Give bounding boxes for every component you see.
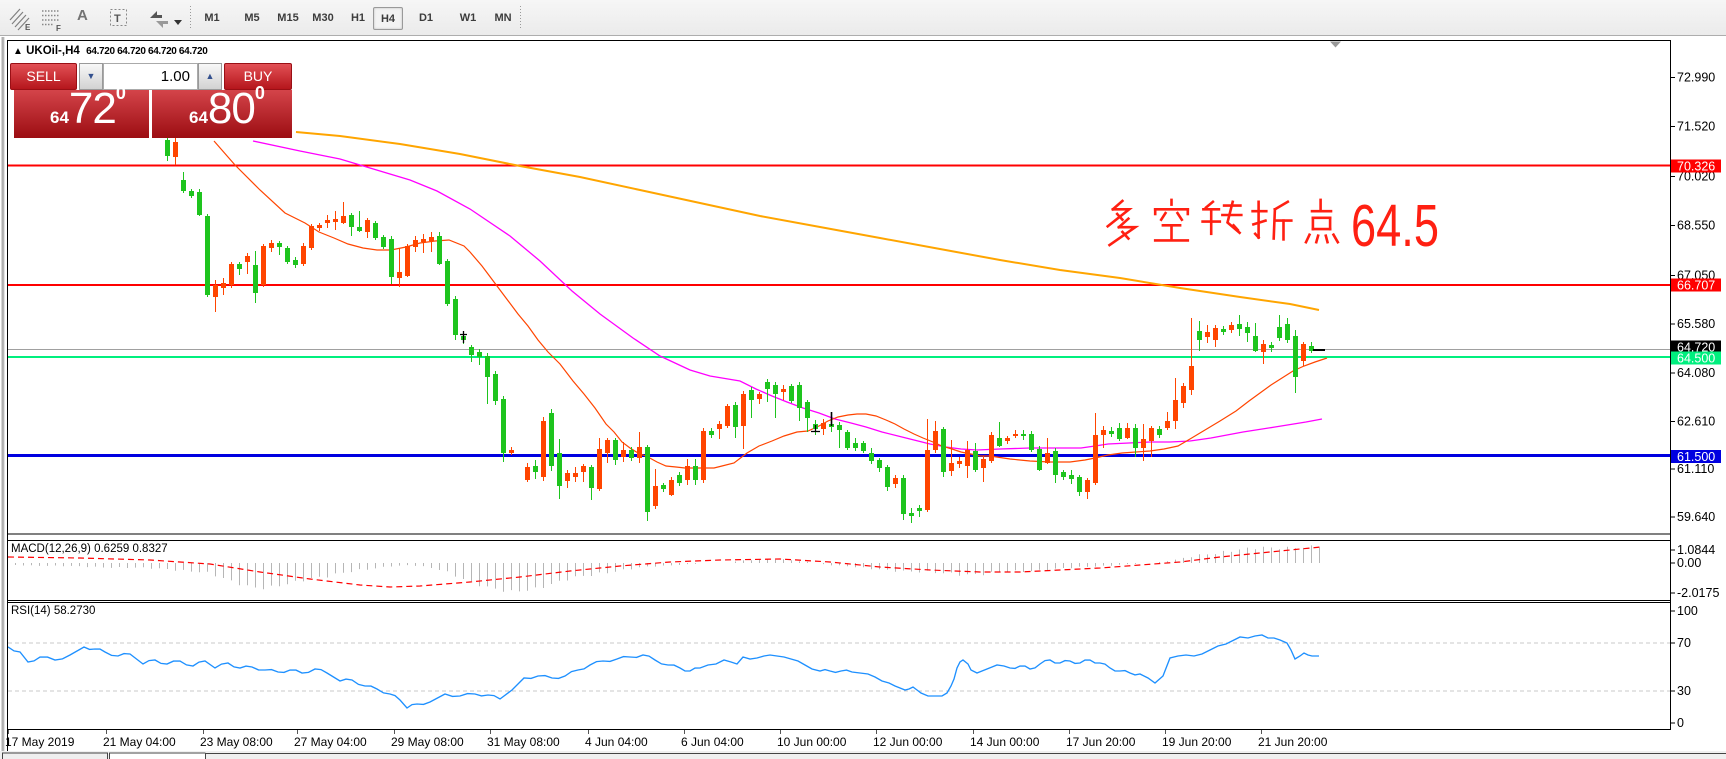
- svg-text:23 May 08:00: 23 May 08:00: [200, 735, 273, 749]
- svg-text:E: E: [25, 23, 31, 32]
- svg-text:27 May 04:00: 27 May 04:00: [294, 735, 367, 749]
- svg-text:F: F: [56, 24, 61, 32]
- svg-text:70.326: 70.326: [1677, 160, 1715, 174]
- svg-text:31 May 08:00: 31 May 08:00: [487, 735, 560, 749]
- svg-text:61.500: 61.500: [1677, 450, 1715, 464]
- svg-text:T: T: [114, 13, 121, 25]
- svg-text:12 Jun 00:00: 12 Jun 00:00: [873, 735, 943, 749]
- svg-text:19 Jun 20:00: 19 Jun 20:00: [1162, 735, 1232, 749]
- svg-text:59.640: 59.640: [1677, 510, 1715, 524]
- svg-text:RSI(14) 58.2730: RSI(14) 58.2730: [11, 605, 95, 617]
- svg-text:17 Jun 20:00: 17 Jun 20:00: [1066, 735, 1136, 749]
- svg-text:30: 30: [1677, 684, 1691, 698]
- svg-text:6 Jun 04:00: 6 Jun 04:00: [681, 735, 744, 749]
- svg-text:71.520: 71.520: [1677, 120, 1715, 134]
- svg-text:1.0844: 1.0844: [1677, 543, 1715, 557]
- svg-text:14 Jun 00:00: 14 Jun 00:00: [970, 735, 1040, 749]
- svg-text:10 Jun 00:00: 10 Jun 00:00: [777, 735, 847, 749]
- svg-text:21 Jun 20:00: 21 Jun 20:00: [1258, 735, 1328, 749]
- svg-text:-2.0175: -2.0175: [1677, 586, 1719, 600]
- svg-text:64.080: 64.080: [1677, 366, 1715, 380]
- svg-text:72.990: 72.990: [1677, 71, 1715, 85]
- svg-text:100: 100: [1677, 604, 1698, 618]
- svg-text:29 May 08:00: 29 May 08:00: [391, 735, 464, 749]
- svg-text:0: 0: [1677, 716, 1684, 730]
- svg-text:70.020: 70.020: [1677, 170, 1715, 184]
- svg-text:68.550: 68.550: [1677, 219, 1715, 233]
- svg-text:70: 70: [1677, 636, 1691, 650]
- svg-text:64.500: 64.500: [1677, 352, 1715, 366]
- svg-text:65.580: 65.580: [1677, 317, 1715, 331]
- svg-text:62.610: 62.610: [1677, 415, 1715, 429]
- svg-text:4 Jun 04:00: 4 Jun 04:00: [585, 735, 648, 749]
- svg-text:61.110: 61.110: [1677, 462, 1714, 476]
- svg-text:21 May 04:00: 21 May 04:00: [103, 735, 176, 749]
- svg-text:17 May 2019: 17 May 2019: [5, 735, 75, 749]
- svg-text:64.5: 64.5: [1351, 193, 1439, 259]
- svg-text:MACD(12,26,9) 0.6259 0.8327: MACD(12,26,9) 0.6259 0.8327: [11, 543, 168, 555]
- svg-text:64.720: 64.720: [1677, 341, 1715, 355]
- svg-text:0.00: 0.00: [1677, 556, 1701, 570]
- svg-text:66.707: 66.707: [1677, 279, 1715, 293]
